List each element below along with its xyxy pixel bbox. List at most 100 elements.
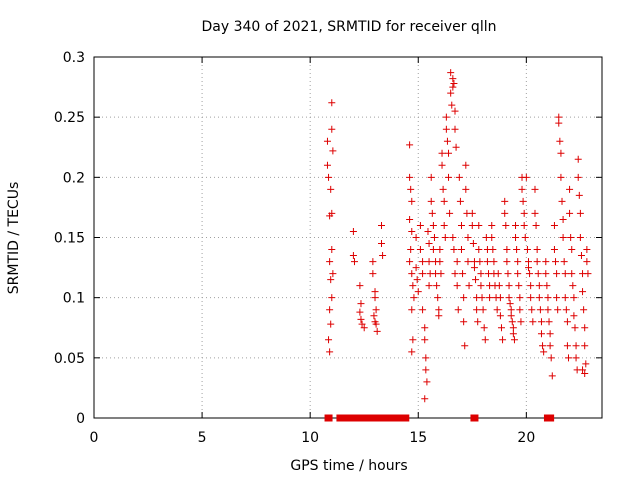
data-point [358, 320, 366, 328]
data-point [494, 270, 502, 278]
data-point [445, 149, 453, 157]
data-point [364, 414, 373, 422]
x-tick-label: 15 [409, 430, 427, 446]
data-point [506, 300, 514, 308]
data-point [474, 318, 482, 326]
data-point [503, 258, 511, 266]
data-point [545, 318, 553, 326]
data-point [378, 221, 386, 229]
data-point [357, 315, 365, 323]
data-point [581, 369, 589, 377]
data-point [496, 312, 504, 320]
data-point [503, 246, 511, 254]
data-point [542, 258, 550, 266]
data-point [425, 282, 433, 290]
data-point [584, 270, 592, 278]
data-point [408, 348, 416, 356]
data-point [410, 294, 418, 302]
data-point [481, 336, 489, 344]
data-point [329, 147, 337, 155]
data-point [579, 366, 587, 374]
data-point [550, 246, 558, 254]
data-point [560, 258, 568, 266]
data-point [416, 221, 424, 229]
data-point [468, 221, 476, 229]
data-point [472, 276, 480, 284]
data-point [490, 258, 498, 266]
data-point [449, 234, 457, 241]
chart-title: Day 340 of 2021, SRMTID for receiver qll… [202, 19, 497, 35]
data-point [427, 197, 435, 205]
data-point [421, 395, 429, 403]
data-point [532, 221, 540, 229]
data-point [464, 234, 472, 241]
data-point [408, 227, 416, 235]
data-point [501, 197, 509, 205]
data-point [451, 270, 459, 278]
data-point [461, 342, 469, 350]
data-point [419, 270, 427, 278]
data-point [518, 185, 526, 193]
data-point [326, 306, 334, 314]
data-point [505, 294, 513, 302]
data-point [529, 318, 537, 326]
data-point [537, 318, 545, 326]
data-point [473, 306, 481, 314]
data-point [447, 69, 455, 77]
data-point [558, 197, 566, 205]
data-point [544, 306, 552, 314]
data-point [531, 185, 539, 193]
data-point [465, 282, 473, 290]
data-point [554, 306, 562, 314]
data-point [552, 258, 560, 266]
data-point [499, 336, 507, 344]
data-point [329, 270, 337, 278]
data-point [406, 215, 414, 223]
data-point [429, 221, 437, 229]
data-point [568, 246, 576, 254]
data-point [328, 246, 336, 254]
data-point [572, 342, 580, 350]
data-point [378, 240, 386, 248]
data-point [455, 173, 463, 181]
data-point [446, 209, 454, 217]
data-point [555, 113, 563, 121]
data-point [430, 234, 438, 241]
data-point [413, 276, 421, 284]
data-point [449, 83, 457, 91]
y-axis-title: SRMTID / TECUs [6, 182, 22, 295]
data-point [572, 354, 580, 362]
data-point [522, 173, 530, 181]
data-point [462, 161, 470, 169]
data-point [509, 324, 517, 332]
data-point [574, 155, 582, 163]
x-axis-title: GPS time / hours [290, 458, 407, 474]
data-point [360, 324, 368, 332]
data-point [516, 294, 524, 302]
data-point [433, 282, 441, 290]
data-point [559, 215, 567, 223]
data-point [414, 288, 422, 296]
data-point [582, 360, 590, 368]
x-tick-label: 5 [198, 430, 207, 446]
data-point [489, 246, 497, 254]
data-point [580, 306, 588, 314]
data-point [507, 306, 515, 314]
data-point [566, 209, 574, 217]
data-point [406, 141, 414, 149]
data-point [436, 246, 444, 254]
data-point [574, 173, 582, 181]
data-point [533, 246, 541, 254]
data-point [438, 161, 446, 169]
data-point [497, 324, 505, 332]
data-point [507, 312, 515, 320]
data-point [406, 258, 414, 266]
data-point [562, 306, 570, 314]
data-point [371, 288, 379, 296]
data-point [540, 348, 548, 356]
data-point [546, 414, 555, 422]
y-tick-label: 0.25 [54, 110, 85, 126]
data-point [514, 258, 522, 266]
data-point [439, 185, 447, 193]
